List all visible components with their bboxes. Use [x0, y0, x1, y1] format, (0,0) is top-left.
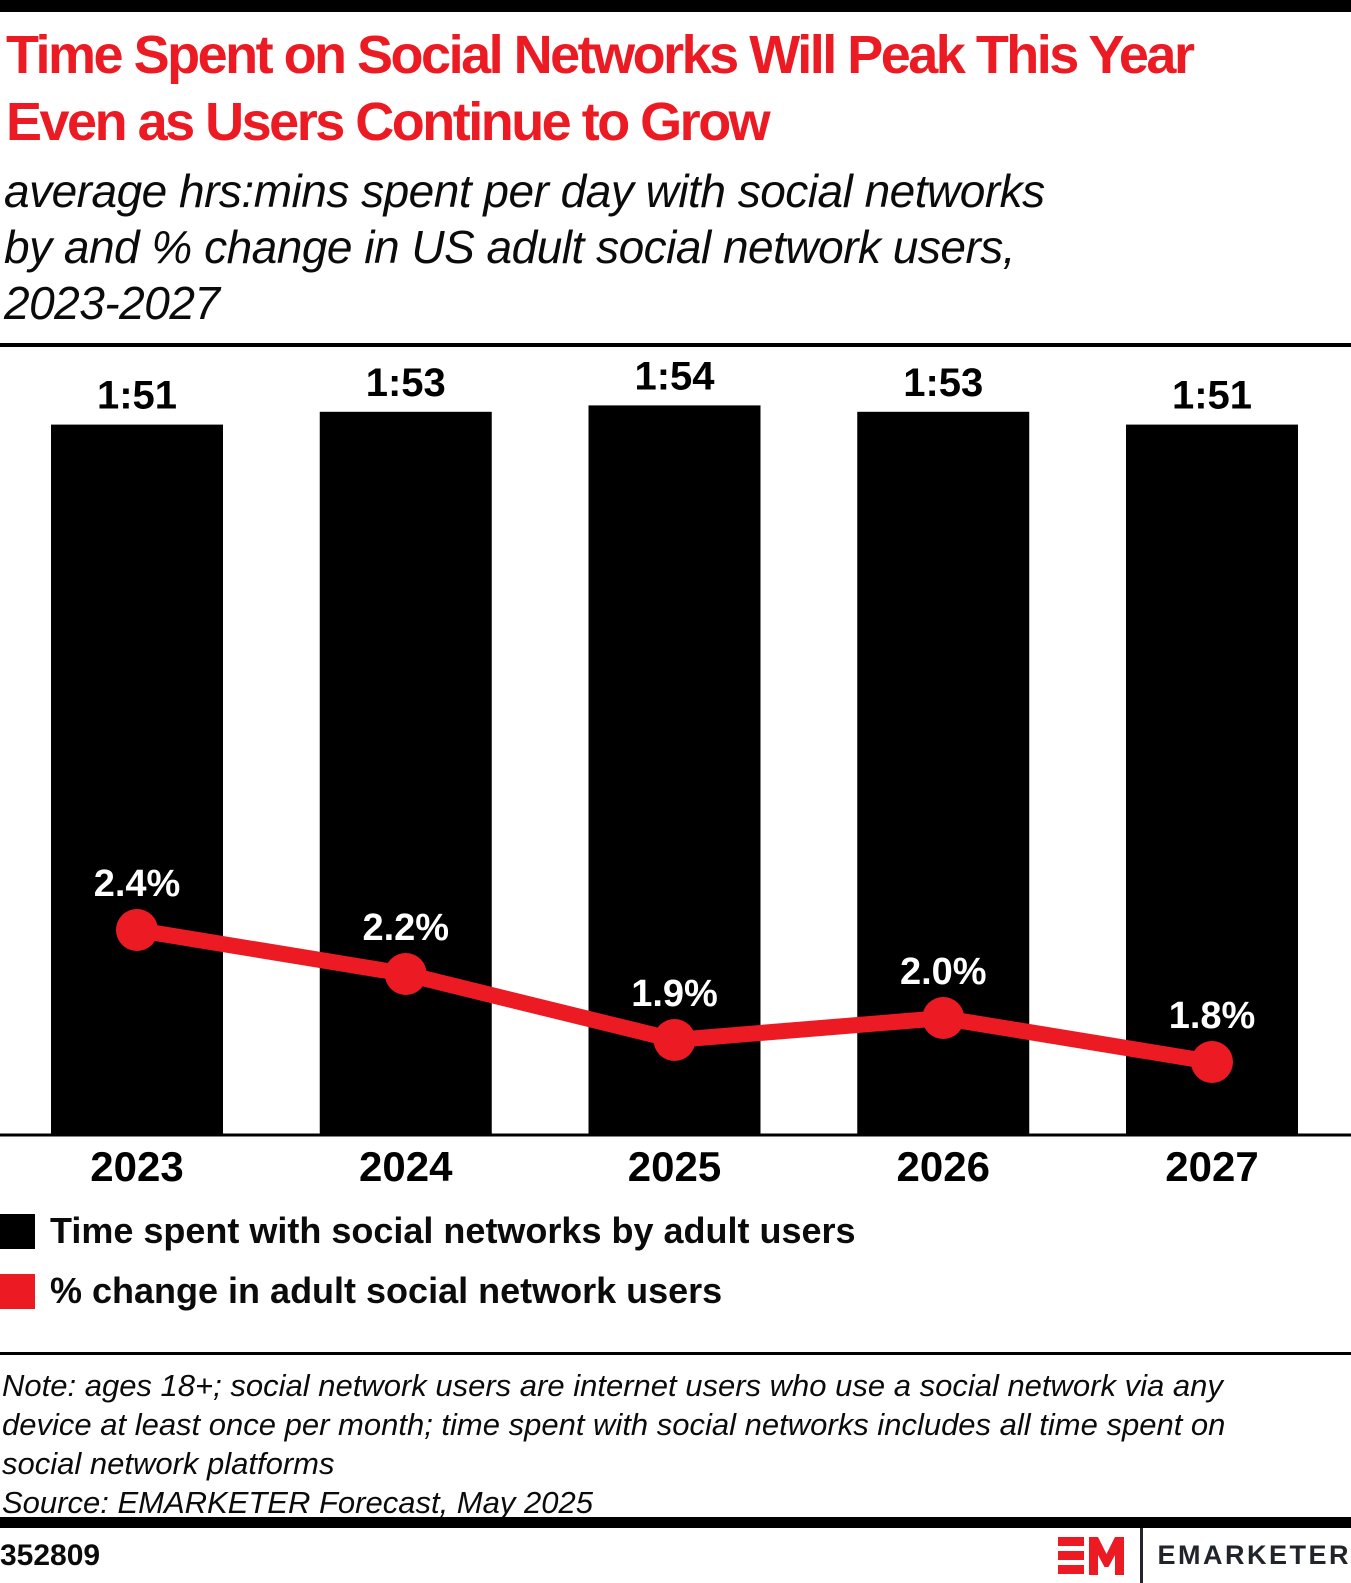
trend-dot-2025 — [653, 1019, 696, 1061]
title-line-2: Even as Users Continue to Grow — [6, 92, 771, 152]
title-separator-line — [0, 343, 1351, 347]
bar-2023 — [51, 424, 223, 1136]
x-axis-label-2025: 2025 — [628, 1143, 721, 1190]
logo-divider — [1140, 1528, 1144, 1583]
note-line-1: Note: ages 18+; social network users are… — [2, 1368, 1223, 1403]
note-separator-line — [0, 1352, 1351, 1355]
note-line-2: device at least once per month; time spe… — [2, 1407, 1226, 1442]
trend-dot-2026 — [922, 997, 965, 1039]
chart-legend: Time spent with social networks by adult… — [0, 1210, 1351, 1333]
x-axis-label-2023: 2023 — [90, 1143, 183, 1190]
top-border-bar — [0, 0, 1351, 12]
legend-swatch-red — [0, 1273, 35, 1309]
trend-dot-2023 — [116, 909, 158, 951]
legend-item-pct-change: % change in adult social network users — [0, 1270, 1351, 1311]
subtitle-line-1: average hrs:mins spent per day with soci… — [4, 165, 1045, 217]
bar-value-label-2025: 1:54 — [634, 354, 715, 398]
subtitle-line-3: 2023-2027 — [4, 277, 220, 329]
line-value-label-2023: 2.4% — [94, 863, 181, 905]
source-line: Source: EMARKETER Forecast, May 2025 — [2, 1485, 593, 1520]
legend-label: % change in adult social network users — [50, 1270, 723, 1311]
x-axis-label-2024: 2024 — [359, 1143, 453, 1190]
footer: 352809 EMARKETER — [0, 1528, 1351, 1583]
trend-dot-2027 — [1191, 1041, 1233, 1083]
bar-value-label-2026: 1:53 — [903, 361, 983, 405]
legend-swatch-black — [0, 1213, 35, 1249]
line-value-label-2024: 2.2% — [362, 907, 449, 949]
bar-line-chart: 1:51 2023 1:53 2024 1:54 2025 1:53 2026 1:51 2027… — [0, 354, 1351, 1190]
line-value-label-2025: 1.9% — [631, 973, 718, 1015]
chart-id-number: 352809 — [0, 1538, 101, 1572]
x-axis-label-2027: 2027 — [1165, 1143, 1258, 1190]
bar-2027 — [1126, 424, 1298, 1136]
bar-value-label-2023: 1:51 — [97, 374, 177, 418]
em-lettermark-icon — [1058, 1536, 1125, 1575]
legend-item-time-spent: Time spent with social networks by adult… — [0, 1210, 1351, 1251]
footer-border-bar — [0, 1517, 1351, 1528]
subtitle-line-2: by and % change in US adult social netwo… — [4, 221, 1016, 273]
emarketer-logo: EMARKETER — [1058, 1528, 1351, 1583]
x-axis-label-2026: 2026 — [897, 1143, 990, 1190]
page-title: Time Spent on Social Networks Will Peak … — [6, 22, 1195, 156]
trend-dot-2024 — [384, 953, 427, 995]
bar-2024 — [319, 411, 492, 1135]
chart-subtitle: average hrs:mins spent per day with soci… — [4, 163, 1045, 331]
line-value-label-2026: 2.0% — [900, 951, 987, 993]
brand-name: EMARKETER — [1157, 1540, 1351, 1570]
bar-value-label-2027: 1:51 — [1172, 374, 1252, 418]
note-line-3: social network platforms — [2, 1446, 335, 1481]
legend-label: Time spent with social networks by adult… — [50, 1210, 856, 1251]
line-value-label-2027: 1.8% — [1169, 995, 1256, 1037]
footnote: Note: ages 18+; social network users are… — [2, 1366, 1225, 1522]
chart-area: 1:51 2023 1:53 2024 1:54 2025 1:53 2026 1:51 2027… — [0, 345, 1351, 1205]
title-line-1: Time Spent on Social Networks Will Peak … — [6, 25, 1195, 85]
bar-2025 — [588, 405, 761, 1135]
bar-value-label-2024: 1:53 — [366, 361, 446, 405]
